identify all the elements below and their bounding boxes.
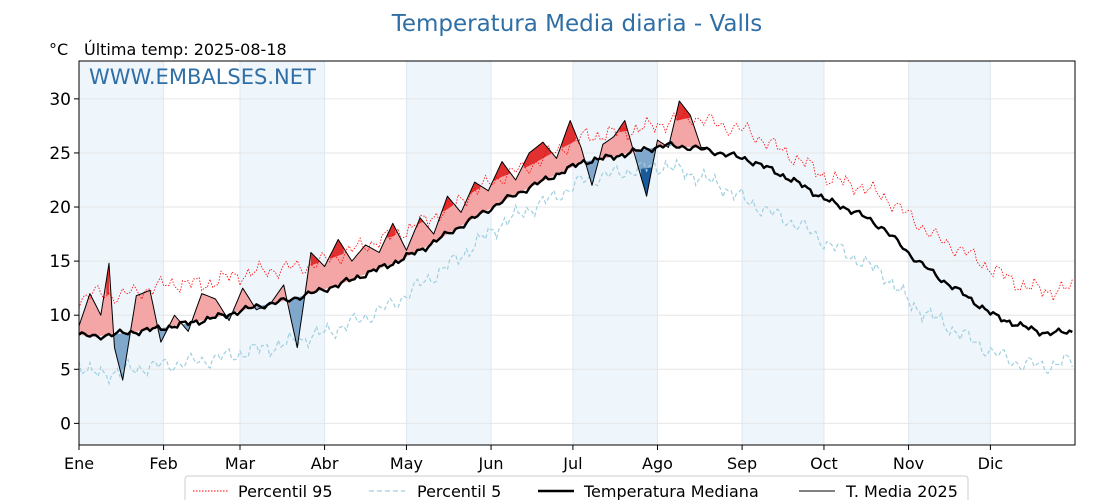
x-tick-label-abr: Abr [311,454,339,473]
below-median-area [635,140,658,197]
below-median-area [289,290,306,348]
x-tick-label-oct: Oct [810,454,838,473]
x-tick-label-sep: Sep [727,454,757,473]
series-line-t-media-2025 [78,100,707,381]
x-tick-label-jun: Jun [478,454,504,473]
series-line-percentil-5 [78,158,1073,386]
y-tick-label-15: 15 [49,252,71,272]
unit-label: °C [49,40,68,59]
grid-lines [78,61,1075,445]
above-p95-area [310,252,320,266]
above-p95-area [106,263,109,295]
plot-frame [78,60,1076,446]
legend-label-p5: Percentil 5 [417,482,501,500]
above-median-area [671,101,707,151]
watermark: WWW.EMBALSES.NET [89,65,316,89]
y-tick-label-5: 5 [60,360,71,380]
x-tick-label-feb: Feb [149,454,177,473]
above-p95-area [330,239,344,259]
month-band-jul [572,61,658,445]
legend: Percentil 95 Percentil 5 Temperatura Med… [184,475,969,500]
x-axis-ticks: Ene Feb Mar Abr May Jun Jul Ago Sep Oct Nov Dic [64,445,1003,473]
x-tick-label-jul: Jul [562,454,582,473]
legend-label-current: T. Media 2025 [845,482,958,500]
legend-label-median: Temperatura Mediana [583,482,759,500]
below-median-area [665,135,672,148]
legend-box [184,475,969,500]
month-band-nov [908,61,991,445]
x-tick-label-ago: Ago [642,454,673,473]
x-tick-label-nov: Nov [893,454,924,473]
below-median-area [114,329,131,381]
series-line-percentil-95 [78,110,1073,309]
last-temp-label: Última temp: 2025-08-18 [84,40,287,59]
month-bands [79,61,991,445]
y-tick-label-30: 30 [49,90,71,110]
above-p95-area [676,101,691,121]
chart-title: Temperatura Media diaria - Valls [391,11,763,37]
above-p95-area [387,223,396,238]
series-line-temperatura-mediana [78,141,1073,341]
x-tick-label-may: May [390,454,423,473]
legend-label-p95: Percentil 95 [238,482,333,500]
y-tick-label-25: 25 [49,144,71,164]
above-median-area [234,288,257,313]
x-tick-label-ene: Ene [64,454,94,473]
below-p5-area [641,167,652,197]
y-tick-label-0: 0 [60,414,71,434]
x-tick-label-mar: Mar [225,454,256,473]
month-band-ene [79,61,164,445]
above-median-area [79,263,115,348]
y-tick-label-10: 10 [49,306,71,326]
y-tick-label-20: 20 [49,198,71,218]
above-p95-area [493,161,511,181]
above-p95-area [523,142,552,169]
series-lines [78,100,1073,386]
month-band-may [406,61,492,445]
x-tick-label-dic: Dic [978,454,1004,473]
above-median-area [130,290,159,333]
y-axis-ticks: 0 5 10 15 20 25 30 [49,90,79,434]
month-band-sep [742,61,824,445]
